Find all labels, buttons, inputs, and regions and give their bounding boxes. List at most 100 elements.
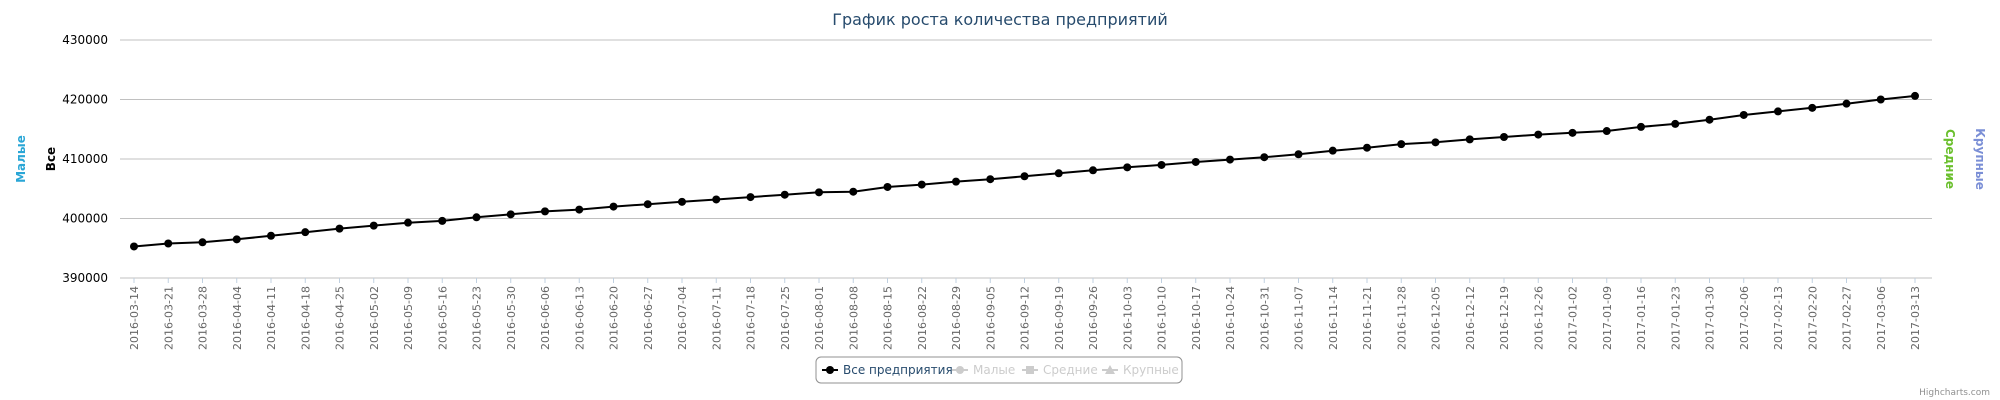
- x-tick-label: 2016-09-12: [1019, 286, 1032, 350]
- data-point[interactable]: [1465, 135, 1474, 144]
- data-point[interactable]: [952, 177, 960, 186]
- y-axis-title-medium: Средние: [1943, 129, 1957, 189]
- data-point[interactable]: [232, 235, 241, 244]
- x-tick-label: 2017-03-13: [1909, 286, 1922, 350]
- data-point[interactable]: [1397, 140, 1406, 149]
- data-point[interactable]: [1157, 160, 1166, 169]
- legend-circle-icon: [956, 366, 964, 374]
- x-tick-label: 2016-03-14: [128, 286, 141, 350]
- data-point[interactable]: [1705, 115, 1714, 124]
- data-point[interactable]: [1363, 143, 1371, 152]
- data-point[interactable]: [1876, 95, 1885, 104]
- legend-triangle-icon: [1105, 365, 1115, 374]
- data-point[interactable]: [712, 195, 721, 204]
- legend: Все предприятия Малые Средние Крупные: [815, 356, 1183, 384]
- data-point[interactable]: [1431, 138, 1440, 147]
- x-tick-label: 2017-01-23: [1669, 286, 1682, 350]
- x-tick-label: 2016-08-15: [882, 286, 895, 350]
- data-point[interactable]: [917, 180, 926, 189]
- credits-link[interactable]: Highcharts.com: [1919, 388, 1990, 398]
- data-point[interactable]: [301, 228, 310, 237]
- x-tick-label: 2016-05-30: [505, 286, 518, 350]
- data-point[interactable]: [746, 193, 755, 202]
- data-point[interactable]: [1671, 119, 1680, 128]
- data-point[interactable]: [643, 200, 652, 209]
- y-axis-ticks: 390000 400000 410000 420000 430000: [62, 33, 108, 285]
- data-point[interactable]: [438, 216, 447, 225]
- data-point[interactable]: [678, 197, 686, 206]
- legend-label-all: Все предприятия: [843, 363, 953, 377]
- data-point[interactable]: [1260, 153, 1269, 162]
- data-point[interactable]: [986, 175, 995, 184]
- data-point[interactable]: [1500, 132, 1508, 141]
- legend-item-small[interactable]: Малые: [952, 363, 1015, 377]
- data-point[interactable]: [1911, 91, 1919, 100]
- data-point[interactable]: [369, 221, 378, 230]
- x-tick-label: 2016-06-13: [573, 286, 586, 350]
- data-point[interactable]: [164, 239, 173, 248]
- data-point[interactable]: [267, 231, 275, 240]
- x-tick-label: 2016-04-04: [231, 286, 244, 350]
- data-point[interactable]: [1842, 99, 1851, 108]
- legend-item-medium[interactable]: Средние: [1022, 363, 1098, 377]
- data-point[interactable]: [541, 207, 549, 216]
- data-point[interactable]: [404, 218, 412, 227]
- data-point[interactable]: [1294, 150, 1303, 159]
- data-point[interactable]: [780, 190, 789, 199]
- data-point[interactable]: [1089, 166, 1097, 175]
- x-tick-label: 2016-05-02: [368, 286, 381, 350]
- x-tick-label: 2016-11-28: [1395, 286, 1408, 350]
- x-tick-label: 2017-01-02: [1567, 286, 1580, 350]
- data-point[interactable]: [1602, 127, 1611, 136]
- legend-square-icon: [1026, 366, 1034, 374]
- y-tick-label: 390000: [62, 271, 108, 285]
- data-point[interactable]: [1054, 169, 1063, 178]
- x-tick-label: 2016-10-17: [1190, 286, 1203, 350]
- y-axis-title-small: Малые: [14, 135, 28, 183]
- data-point[interactable]: [1191, 157, 1200, 166]
- x-tick-label: 2016-10-24: [1224, 286, 1237, 350]
- x-tick-label: 2016-04-25: [334, 286, 347, 350]
- data-point[interactable]: [1568, 128, 1577, 137]
- data-point[interactable]: [575, 205, 584, 214]
- data-point[interactable]: [130, 242, 138, 251]
- data-point[interactable]: [1637, 122, 1645, 131]
- x-tick-label: 2017-02-06: [1738, 286, 1751, 350]
- x-tick-label: 2017-02-27: [1841, 286, 1854, 350]
- data-point[interactable]: [472, 213, 481, 222]
- data-point[interactable]: [1123, 163, 1132, 172]
- y-tick-label: 420000: [62, 93, 108, 107]
- x-tick-label: 2016-06-06: [539, 286, 552, 350]
- data-point[interactable]: [883, 182, 892, 191]
- data-point[interactable]: [1534, 130, 1543, 139]
- series-all-enterprises: [130, 91, 1919, 251]
- data-point[interactable]: [506, 210, 515, 219]
- y-tick-label: 430000: [62, 33, 108, 47]
- x-tick-label: 2016-08-08: [847, 286, 860, 350]
- x-tick-label: 2016-05-23: [471, 286, 484, 350]
- x-tick-label: 2016-12-12: [1464, 286, 1477, 350]
- x-tick-label: 2016-05-16: [436, 286, 449, 350]
- data-point[interactable]: [1020, 172, 1029, 181]
- data-point[interactable]: [815, 188, 823, 197]
- data-point[interactable]: [1774, 107, 1782, 116]
- x-tick-label: 2016-07-25: [779, 286, 792, 350]
- x-tick-label: 2016-12-19: [1498, 286, 1511, 350]
- x-tick-label: 2017-03-06: [1875, 286, 1888, 350]
- legend-item-large[interactable]: Крупные: [1102, 363, 1179, 377]
- legend-item-all[interactable]: Все предприятия: [822, 363, 953, 377]
- data-point[interactable]: [1739, 110, 1748, 119]
- x-tick-label: 2016-03-28: [197, 286, 210, 350]
- data-point[interactable]: [609, 202, 618, 211]
- legend-label-large: Крупные: [1123, 363, 1179, 377]
- data-point[interactable]: [1808, 103, 1817, 112]
- x-tick-label: 2016-09-26: [1087, 286, 1100, 350]
- data-point[interactable]: [1226, 155, 1234, 164]
- x-tick-label: 2016-08-01: [813, 286, 826, 350]
- data-point[interactable]: [849, 187, 858, 196]
- y-axis-title-all: Все: [44, 147, 58, 171]
- data-point[interactable]: [198, 238, 207, 247]
- x-tick-label: 2016-11-07: [1293, 286, 1306, 350]
- data-point[interactable]: [335, 224, 344, 233]
- data-point[interactable]: [1328, 146, 1337, 155]
